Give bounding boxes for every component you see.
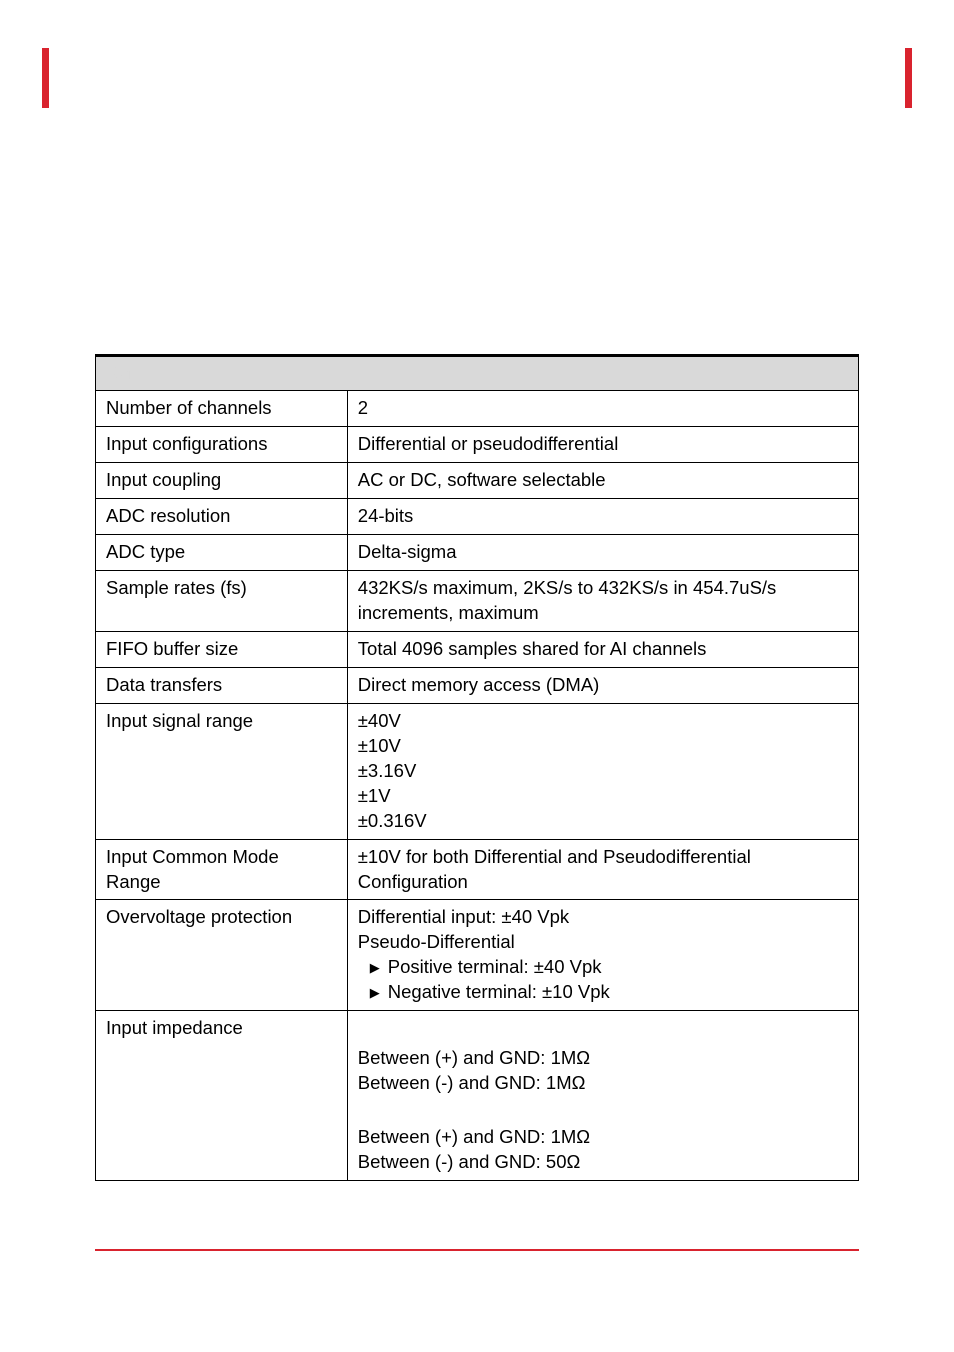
- footer-text: Introduction 3: [95, 1257, 859, 1277]
- row-value: ±40V ±10V ±3.16V ±1V ±0.316V: [347, 703, 858, 839]
- value-line: Between (+) and GND: 1MΩ: [358, 1046, 848, 1071]
- range-value: ±3.16V: [358, 759, 848, 784]
- row-value: AC or DC, software selectable: [347, 462, 858, 498]
- range-value: ±0.316V: [358, 809, 848, 834]
- row-label: Input coupling: [96, 462, 348, 498]
- bullet-text: Negative terminal: ±10 Vpk: [388, 980, 610, 1005]
- row-label: Input signal range: [96, 703, 348, 839]
- row-label: Overvoltage protection: [96, 900, 348, 1011]
- page: 1.3 Specifications 1.3.1 Analog Input Un…: [0, 0, 954, 1352]
- row-value: 24-bits: [347, 498, 858, 534]
- page-footer: Introduction 3: [95, 1249, 859, 1277]
- footer-right: 3: [850, 1257, 859, 1277]
- row-label: Sample rates (fs): [96, 570, 348, 631]
- bullet-item: ▶ Negative terminal: ±10 Vpk: [358, 980, 848, 1005]
- row-value: 432KS/s maximum, 2KS/s to 432KS/s in 454…: [347, 570, 858, 631]
- value-line: Between (+) and GND: 1MΩ: [358, 1125, 848, 1150]
- table-row: Input coupling AC or DC, software select…: [96, 462, 859, 498]
- bullet-text: Positive terminal: ±40 Vpk: [388, 955, 602, 980]
- value-line: Pseudo-Differential: [358, 930, 848, 955]
- crop-mark-left: [42, 48, 49, 108]
- value-subhead: Pseudodifferential Coupling: [358, 1096, 848, 1126]
- crop-mark-right: [905, 48, 912, 108]
- table-row: FIFO buffer size Total 4096 samples shar…: [96, 631, 859, 667]
- row-label: FIFO buffer size: [96, 631, 348, 667]
- value-line: Between (-) and GND: 50Ω: [358, 1150, 848, 1175]
- table-row: ADC type Delta-sigma: [96, 534, 859, 570]
- triangle-bullet-icon: ▶: [370, 980, 388, 1002]
- row-label: ADC resolution: [96, 498, 348, 534]
- value-line: Between (-) and GND: 1MΩ: [358, 1071, 848, 1096]
- footer-rule: [95, 1249, 859, 1251]
- row-value: Differential input: ±40 Vpk Pseudo-Diffe…: [347, 900, 858, 1011]
- bullet-item: ▶ Positive terminal: ±40 Vpk: [358, 955, 848, 980]
- table-row: Input signal range ±40V ±10V ±3.16V ±1V …: [96, 703, 859, 839]
- table-row: ADC resolution 24-bits: [96, 498, 859, 534]
- value-line: Differential input: ±40 Vpk: [358, 905, 848, 930]
- table-header-cell: General: [96, 356, 859, 391]
- table-header-row: General: [96, 356, 859, 391]
- range-value: ±1V: [358, 784, 848, 809]
- table-row: Input configurations Differential or pse…: [96, 426, 859, 462]
- row-value: Differential or pseudodifferential: [347, 426, 858, 462]
- subsection-heading: 1.3.1 Analog Input: [95, 283, 859, 309]
- table-row: Sample rates (fs) 432KS/s maximum, 2KS/s…: [96, 570, 859, 631]
- row-value: Differential Coupling Between (+) and GN…: [347, 1011, 858, 1181]
- row-value: Direct memory access (DMA): [347, 667, 858, 703]
- row-label: ADC type: [96, 534, 348, 570]
- footer-left: Introduction: [95, 1257, 184, 1277]
- table-row: Overvoltage protection Differential inpu…: [96, 900, 859, 1011]
- row-value: ±10V for both Differential and Pseudodif…: [347, 839, 858, 900]
- row-label: Input impedance: [96, 1011, 348, 1181]
- section-heading: 1.3 Specifications: [95, 230, 859, 259]
- row-label: Input Common Mode Range: [96, 839, 348, 900]
- row-label: Data transfers: [96, 667, 348, 703]
- range-value: ±10V: [358, 734, 848, 759]
- row-value: 2: [347, 390, 858, 426]
- table-row: Input Common Mode Range ±10V for both Di…: [96, 839, 859, 900]
- range-value: ±40V: [358, 709, 848, 734]
- table-row: Input impedance Differential Coupling Be…: [96, 1011, 859, 1181]
- table-row: Number of channels 2: [96, 390, 859, 426]
- row-value: Delta-sigma: [347, 534, 858, 570]
- value-subhead: Differential Coupling: [358, 1016, 848, 1046]
- row-value: Total 4096 samples shared for AI channel…: [347, 631, 858, 667]
- triangle-bullet-icon: ▶: [370, 955, 388, 977]
- subsection-note: Unless otherwise specified, all specific…: [95, 321, 859, 342]
- spec-table: General Number of channels 2 Input confi…: [95, 354, 859, 1181]
- row-label: Number of channels: [96, 390, 348, 426]
- table-row: Data transfers Direct memory access (DMA…: [96, 667, 859, 703]
- row-label: Input configurations: [96, 426, 348, 462]
